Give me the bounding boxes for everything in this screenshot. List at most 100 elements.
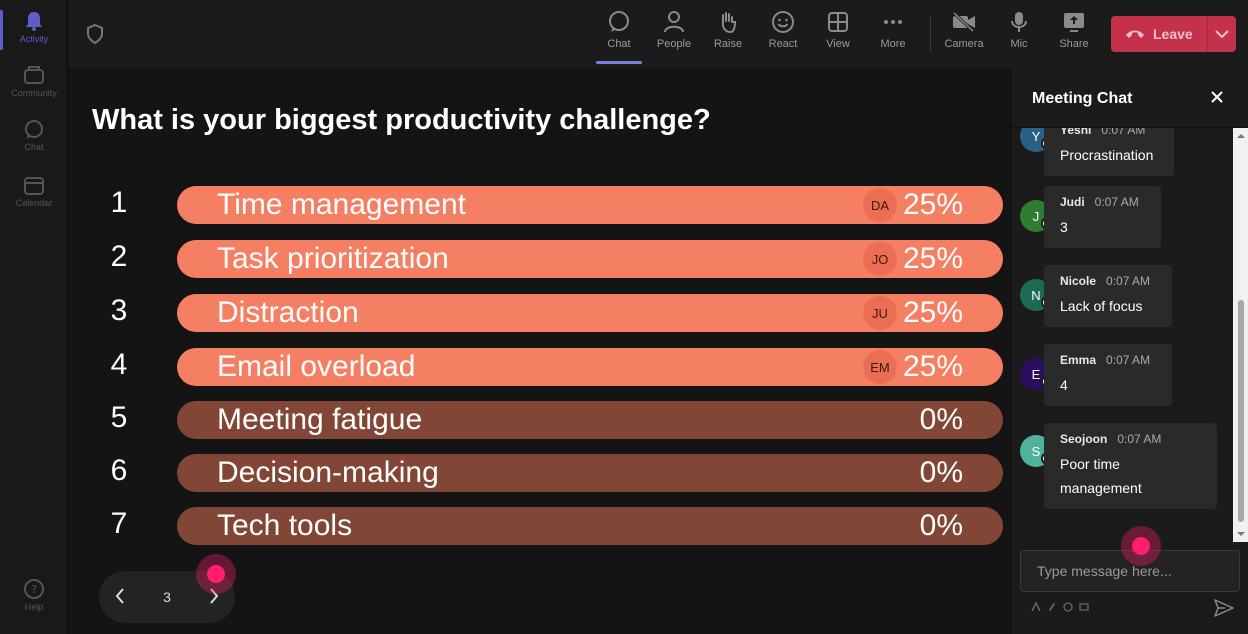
toolbar-raise-button[interactable]: Raise bbox=[701, 10, 755, 50]
option-number: 6 bbox=[110, 454, 128, 487]
message-time: 0:07 AM bbox=[1106, 353, 1151, 367]
rail-item-activity[interactable]: Activity bbox=[0, 10, 68, 50]
message-bubble: Emma 0:07 AM 4 bbox=[1044, 344, 1172, 406]
poll-option-bar: Meeting fatigue 0% bbox=[177, 401, 1003, 439]
svg-text:?: ? bbox=[31, 583, 37, 596]
leave-main[interactable]: Leave bbox=[1111, 26, 1207, 42]
message-header: Nicole 0:07 AM bbox=[1060, 274, 1158, 288]
format-text-icon[interactable] bbox=[1031, 602, 1041, 612]
smiley-icon bbox=[772, 11, 794, 33]
camera-off-icon bbox=[952, 11, 975, 33]
poll-stage: What is your biggest productivity challe… bbox=[68, 68, 1010, 634]
toolbar-people-label: People bbox=[656, 38, 692, 50]
chevron-down-icon bbox=[1215, 30, 1229, 38]
calendar-icon bbox=[24, 177, 44, 195]
poll-option-bar: Tech tools 0% bbox=[177, 507, 1003, 545]
chat-message-list[interactable]: Y Yeshi 0:07 AM Procrastination J Judi 0:0… bbox=[1011, 128, 1233, 542]
option-label: Tech tools bbox=[217, 509, 353, 542]
toolbar-view-button[interactable]: View bbox=[811, 10, 865, 50]
voter-avatar: DA bbox=[863, 188, 897, 222]
scroll-down-arrow-icon[interactable] bbox=[1233, 528, 1248, 540]
scroll-up-arrow-icon[interactable] bbox=[1233, 130, 1248, 142]
leave-divider bbox=[1207, 16, 1208, 52]
message-time: 0:07 AM bbox=[1101, 128, 1146, 137]
poll-question: What is your biggest productivity challe… bbox=[92, 104, 711, 136]
chat-title: Meeting Chat bbox=[1032, 90, 1133, 107]
option-label: Distraction bbox=[217, 296, 359, 329]
sender-name: Nicole bbox=[1060, 274, 1097, 288]
toolbar-mic-button[interactable]: Mic bbox=[992, 10, 1046, 50]
toolbar-camera-button[interactable]: Camera bbox=[937, 10, 991, 50]
rail-item-community[interactable]: Community bbox=[0, 66, 68, 98]
toolbar-raise-label: Raise bbox=[713, 38, 743, 50]
rail-item-calendar[interactable]: Calendar bbox=[0, 176, 68, 208]
close-chat-button[interactable] bbox=[1210, 90, 1224, 109]
meeting-chat-panel: Meeting Chat Y Yeshi 0:07 AM Procrastinat… bbox=[1010, 68, 1248, 634]
chat-input-box[interactable] bbox=[1020, 550, 1240, 592]
message-text: Lack of focus bbox=[1060, 298, 1143, 314]
toolbar-react-button[interactable]: React bbox=[756, 10, 810, 50]
chat-scrollbar-thumb[interactable] bbox=[1238, 300, 1244, 522]
poll-option-bar: Email overload EM 25% bbox=[177, 348, 1003, 386]
leave-options-dropdown[interactable] bbox=[1208, 30, 1236, 38]
shield-icon[interactable] bbox=[86, 23, 104, 49]
hang-up-icon bbox=[1126, 30, 1144, 38]
community-icon bbox=[24, 66, 44, 84]
app-rail: Activity Community Chat Calendar ? Help bbox=[0, 0, 68, 634]
option-percent: 25% bbox=[902, 188, 963, 221]
option-label: Decision-making bbox=[217, 456, 439, 489]
leave-label: Leave bbox=[1153, 26, 1193, 42]
sender-name: Yeshi bbox=[1060, 128, 1092, 137]
toolbar-share-label: Share bbox=[1059, 38, 1089, 50]
send-button[interactable] bbox=[1214, 599, 1234, 622]
option-label: Task prioritization bbox=[217, 242, 449, 275]
message-bubble: Seojoon 0:07 AM Poor time management bbox=[1044, 423, 1217, 509]
poll-option-bar: Task prioritization JO 25% bbox=[177, 240, 1003, 278]
microphone-icon bbox=[1011, 12, 1027, 32]
active-tab-indicator bbox=[596, 61, 642, 64]
formatting-toolbar bbox=[1031, 602, 1089, 612]
sender-name: Seojoon bbox=[1060, 432, 1108, 446]
rail-item-help[interactable]: ? Help bbox=[0, 578, 68, 612]
meeting-toolbar: Chat People Raise React View More Camera… bbox=[68, 0, 1248, 68]
toolbar-chat-label: Chat bbox=[607, 38, 631, 50]
sender-name: Judi bbox=[1060, 195, 1085, 209]
share-screen-icon bbox=[1064, 13, 1084, 32]
toolbar-chat-button[interactable]: Chat bbox=[592, 10, 646, 64]
chat-message-input[interactable] bbox=[1021, 551, 1239, 591]
toolbar-react-label: React bbox=[768, 38, 798, 50]
gif-icon[interactable] bbox=[1079, 602, 1089, 612]
voter-avatar: EM bbox=[863, 350, 897, 384]
rail-item-label: Calendar bbox=[15, 198, 53, 208]
option-label: Meeting fatigue bbox=[217, 403, 423, 436]
message-time: 0:07 AM bbox=[1106, 274, 1151, 288]
toolbar-more-button[interactable]: More bbox=[866, 10, 920, 50]
send-icon bbox=[1214, 599, 1234, 617]
toolbar-camera-label: Camera bbox=[944, 38, 984, 50]
toolbar-divider bbox=[930, 16, 931, 52]
poll-option-bar: Distraction JU 25% bbox=[177, 294, 1003, 332]
chat-bubble-icon bbox=[609, 11, 629, 32]
emoji-icon[interactable] bbox=[1063, 602, 1073, 612]
rail-item-label: Chat bbox=[24, 142, 44, 152]
message-time: 0:07 AM bbox=[1117, 432, 1162, 446]
option-percent: 25% bbox=[902, 296, 963, 329]
message-time: 0:07 AM bbox=[1094, 195, 1139, 209]
close-icon bbox=[1211, 91, 1223, 103]
grid-view-icon bbox=[828, 12, 848, 32]
toolbar-share-button[interactable]: Share bbox=[1047, 10, 1101, 50]
previous-page-button[interactable] bbox=[115, 587, 125, 607]
option-number: 2 bbox=[110, 240, 128, 273]
option-label: Email overload bbox=[217, 350, 416, 383]
rail-item-chat[interactable]: Chat bbox=[0, 120, 68, 152]
option-number: 5 bbox=[110, 401, 128, 434]
rail-item-label: Help bbox=[24, 602, 44, 612]
attach-icon[interactable] bbox=[1047, 602, 1057, 612]
message-bubble: Yeshi 0:07 AM Procrastination bbox=[1044, 128, 1174, 176]
next-page-button[interactable] bbox=[209, 587, 219, 607]
toolbar-people-button[interactable]: People bbox=[647, 10, 701, 50]
chevron-left-icon bbox=[115, 587, 124, 604]
leave-button[interactable]: Leave bbox=[1111, 16, 1236, 52]
toolbar-view-label: View bbox=[826, 38, 850, 50]
raise-hand-icon bbox=[721, 12, 737, 34]
